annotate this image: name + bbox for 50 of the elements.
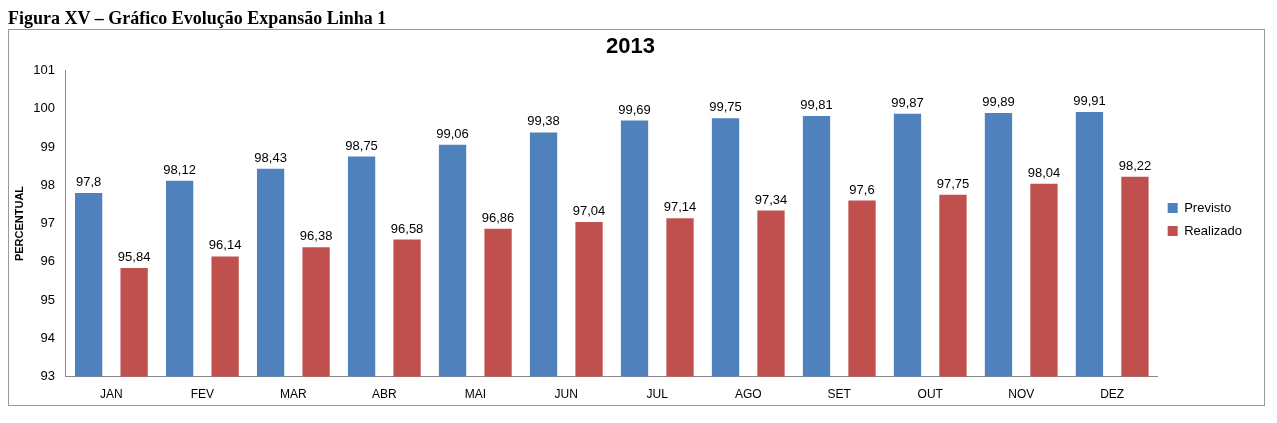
- y-tick-label: 98: [40, 176, 55, 192]
- data-label: 96,58: [390, 220, 424, 236]
- data-label: 98,75: [345, 137, 378, 153]
- y-axis-title: PERCENTUAL: [12, 185, 25, 262]
- data-label: 99,89: [982, 93, 1015, 109]
- data-label: 99,69: [618, 101, 651, 117]
- text: Figura XV – Gráfico Evolução Expansão Linha 1: [8, 8, 388, 29]
- data-label: 98,12: [163, 161, 196, 177]
- data-label: 99,87: [891, 94, 924, 110]
- data-label: 97,8: [75, 173, 102, 189]
- data-label: 97,14: [663, 199, 697, 215]
- data-label: 98,43: [254, 149, 287, 165]
- x-tick-label: JUN: [554, 387, 578, 402]
- data-label: 95,84: [117, 248, 151, 264]
- y-tick-label: 95: [40, 291, 55, 307]
- data-label: 99,75: [709, 99, 742, 115]
- data-label: 96,38: [299, 228, 333, 244]
- data-label: 98,04: [1027, 164, 1061, 180]
- y-tick-label: 94: [40, 329, 55, 345]
- data-label: 99,91: [1073, 93, 1106, 109]
- legend-label: Previsto: [1184, 199, 1232, 215]
- data-label: 97,6: [849, 181, 875, 197]
- y-tick-label: 93: [40, 368, 55, 384]
- y-tick-label: 101: [33, 61, 55, 77]
- x-tick-label: FEV: [190, 387, 215, 402]
- x-tick-label: ABR: [371, 387, 397, 402]
- x-tick-label: MAR: [280, 387, 308, 402]
- x-tick-label: SET: [827, 387, 852, 402]
- legend-label: Realizado: [1184, 222, 1243, 238]
- x-tick-label: AGO: [734, 387, 762, 402]
- y-tick-label: 97: [40, 215, 55, 231]
- data-label: 99,06: [436, 125, 469, 141]
- data-label: 99,38: [527, 113, 560, 129]
- y-tick-label: 100: [33, 100, 55, 116]
- data-label: 99,81: [800, 97, 833, 113]
- x-tick-label: OUT: [917, 387, 944, 402]
- data-label: 97,75: [936, 175, 970, 191]
- x-tick-label: MAI: [464, 387, 486, 402]
- y-tick-label: 96: [40, 253, 55, 269]
- data-label: 96,14: [208, 237, 242, 253]
- data-label: 96,86: [481, 209, 515, 225]
- x-tick-label: JAN: [100, 387, 123, 402]
- chart-title: 2013: [606, 33, 655, 59]
- data-label: 97,04: [572, 203, 606, 219]
- x-tick-label: DEZ: [1100, 387, 1125, 402]
- data-label: 98,22: [1118, 157, 1152, 173]
- x-tick-label: JUL: [646, 387, 669, 402]
- x-tick-label: NOV: [1008, 387, 1035, 402]
- y-tick-label: 99: [40, 138, 55, 154]
- data-label: 97,34: [754, 191, 788, 207]
